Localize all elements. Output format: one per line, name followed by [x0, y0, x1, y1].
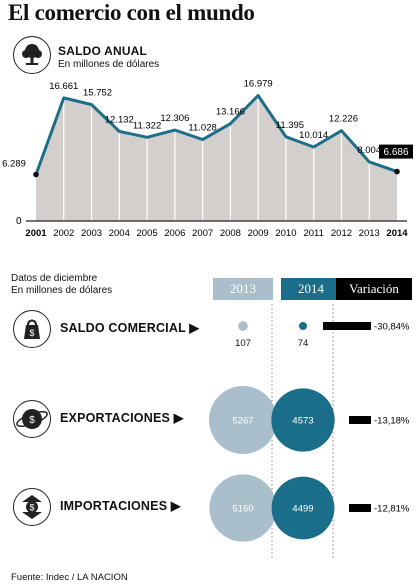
saldo-anual-header: SALDO ANUAL	[58, 44, 148, 58]
tree-icon-svg	[22, 44, 42, 65]
x-tick-label: 2013	[359, 228, 380, 239]
circle-2014	[271, 388, 335, 452]
x-tick-label: 2012	[331, 228, 352, 239]
value-label-2013: 5160	[232, 504, 253, 515]
x-tick-label: 2003	[81, 228, 102, 239]
column-header-variacion: Variación	[336, 278, 412, 300]
row-label-saldo-comercial: SALDO COMERCIAL ▶	[60, 321, 200, 335]
value-label: 6.289	[2, 159, 26, 170]
value-label: 12.226	[329, 114, 358, 125]
area-fill	[36, 95, 397, 221]
variation-label: -13,18%	[374, 416, 410, 427]
variation-bar	[349, 504, 371, 512]
x-tick-label: 2005	[137, 228, 158, 239]
last-value-box	[379, 144, 413, 159]
svg-text:$: $	[29, 328, 34, 338]
saldo-anual-subheader: En millones de dólares	[58, 59, 160, 70]
value-label: 10.014	[299, 130, 328, 141]
x-tick-label: 2001	[25, 228, 47, 239]
column-header-2013: 2013	[213, 278, 273, 300]
value-label: 12.306	[160, 113, 189, 124]
circle-2013	[209, 474, 277, 542]
tree-icon	[13, 36, 51, 74]
variation-bar	[323, 322, 371, 330]
value-label: 11.028	[188, 123, 216, 134]
row-label-importaciones: IMPORTACIONES ▶	[60, 499, 181, 513]
value-label-2014: 4573	[292, 416, 313, 427]
circle-2014	[271, 476, 335, 540]
x-tick-label: 2006	[164, 228, 185, 239]
x-tick-label: 2010	[275, 228, 296, 239]
page-title: El comercio con el mundo	[8, 0, 255, 25]
circle-2013	[209, 386, 277, 454]
row-arrow-icon: ▶	[170, 499, 181, 513]
value-label-2014: 74	[298, 338, 309, 349]
comparison-intro-line2: En millones de dólares	[11, 285, 113, 296]
column-header-2014: 2014	[281, 278, 341, 300]
comparison-intro-line1: Datos de diciembre	[11, 273, 98, 284]
svg-text:$: $	[29, 503, 34, 513]
source-note: Fuente: Indec / LA NACION	[11, 572, 128, 583]
value-label: 11.395	[276, 120, 304, 131]
variation-label: -30,84%	[374, 322, 410, 333]
variation-label: -12,81%	[374, 504, 410, 515]
x-tick-label: 2014	[386, 228, 408, 239]
x-tick-label: 2009	[248, 228, 269, 239]
data-point	[33, 171, 39, 178]
globe-icon: $	[13, 400, 51, 438]
value-label: 8.004	[357, 145, 381, 156]
circle-2014	[298, 321, 308, 331]
value-label-2013: 107	[235, 338, 251, 349]
value-label-2014: 4499	[292, 504, 313, 515]
saldo-anual-chart: 0 6.289 16.661 15.752 12.13211.32212.30611.0…	[2, 79, 413, 239]
x-tick-label: 2008	[220, 228, 241, 239]
row-arrow-icon: ▶	[173, 411, 184, 425]
value-label: 12.132	[105, 114, 134, 125]
value-label: 11.322	[133, 120, 161, 131]
x-tick-label: 2011	[303, 228, 323, 239]
value-label-2013: 5267	[232, 416, 253, 427]
row-arrow-icon: ▶	[189, 321, 200, 335]
value-label: 15.752	[83, 88, 112, 99]
value-label: 16.661	[49, 81, 78, 92]
y-zero-label: 0	[16, 216, 22, 227]
value-label: 16.979	[244, 79, 273, 90]
value-label: 13.166	[216, 107, 245, 118]
variation-bar	[349, 416, 371, 424]
arrows-icon: $	[13, 488, 51, 526]
x-tick-label: 2007	[192, 228, 213, 239]
x-tick-label: 2004	[109, 228, 130, 239]
svg-text:$: $	[29, 415, 35, 426]
series-line	[34, 94, 398, 176]
data-point	[394, 168, 400, 175]
bag-icon: $	[13, 310, 51, 348]
circle-2013	[238, 321, 248, 331]
row-label-exportaciones: EXPORTACIONES ▶	[60, 411, 184, 425]
value-label: 6.686	[383, 147, 408, 158]
x-tick-label: 2002	[53, 228, 74, 239]
